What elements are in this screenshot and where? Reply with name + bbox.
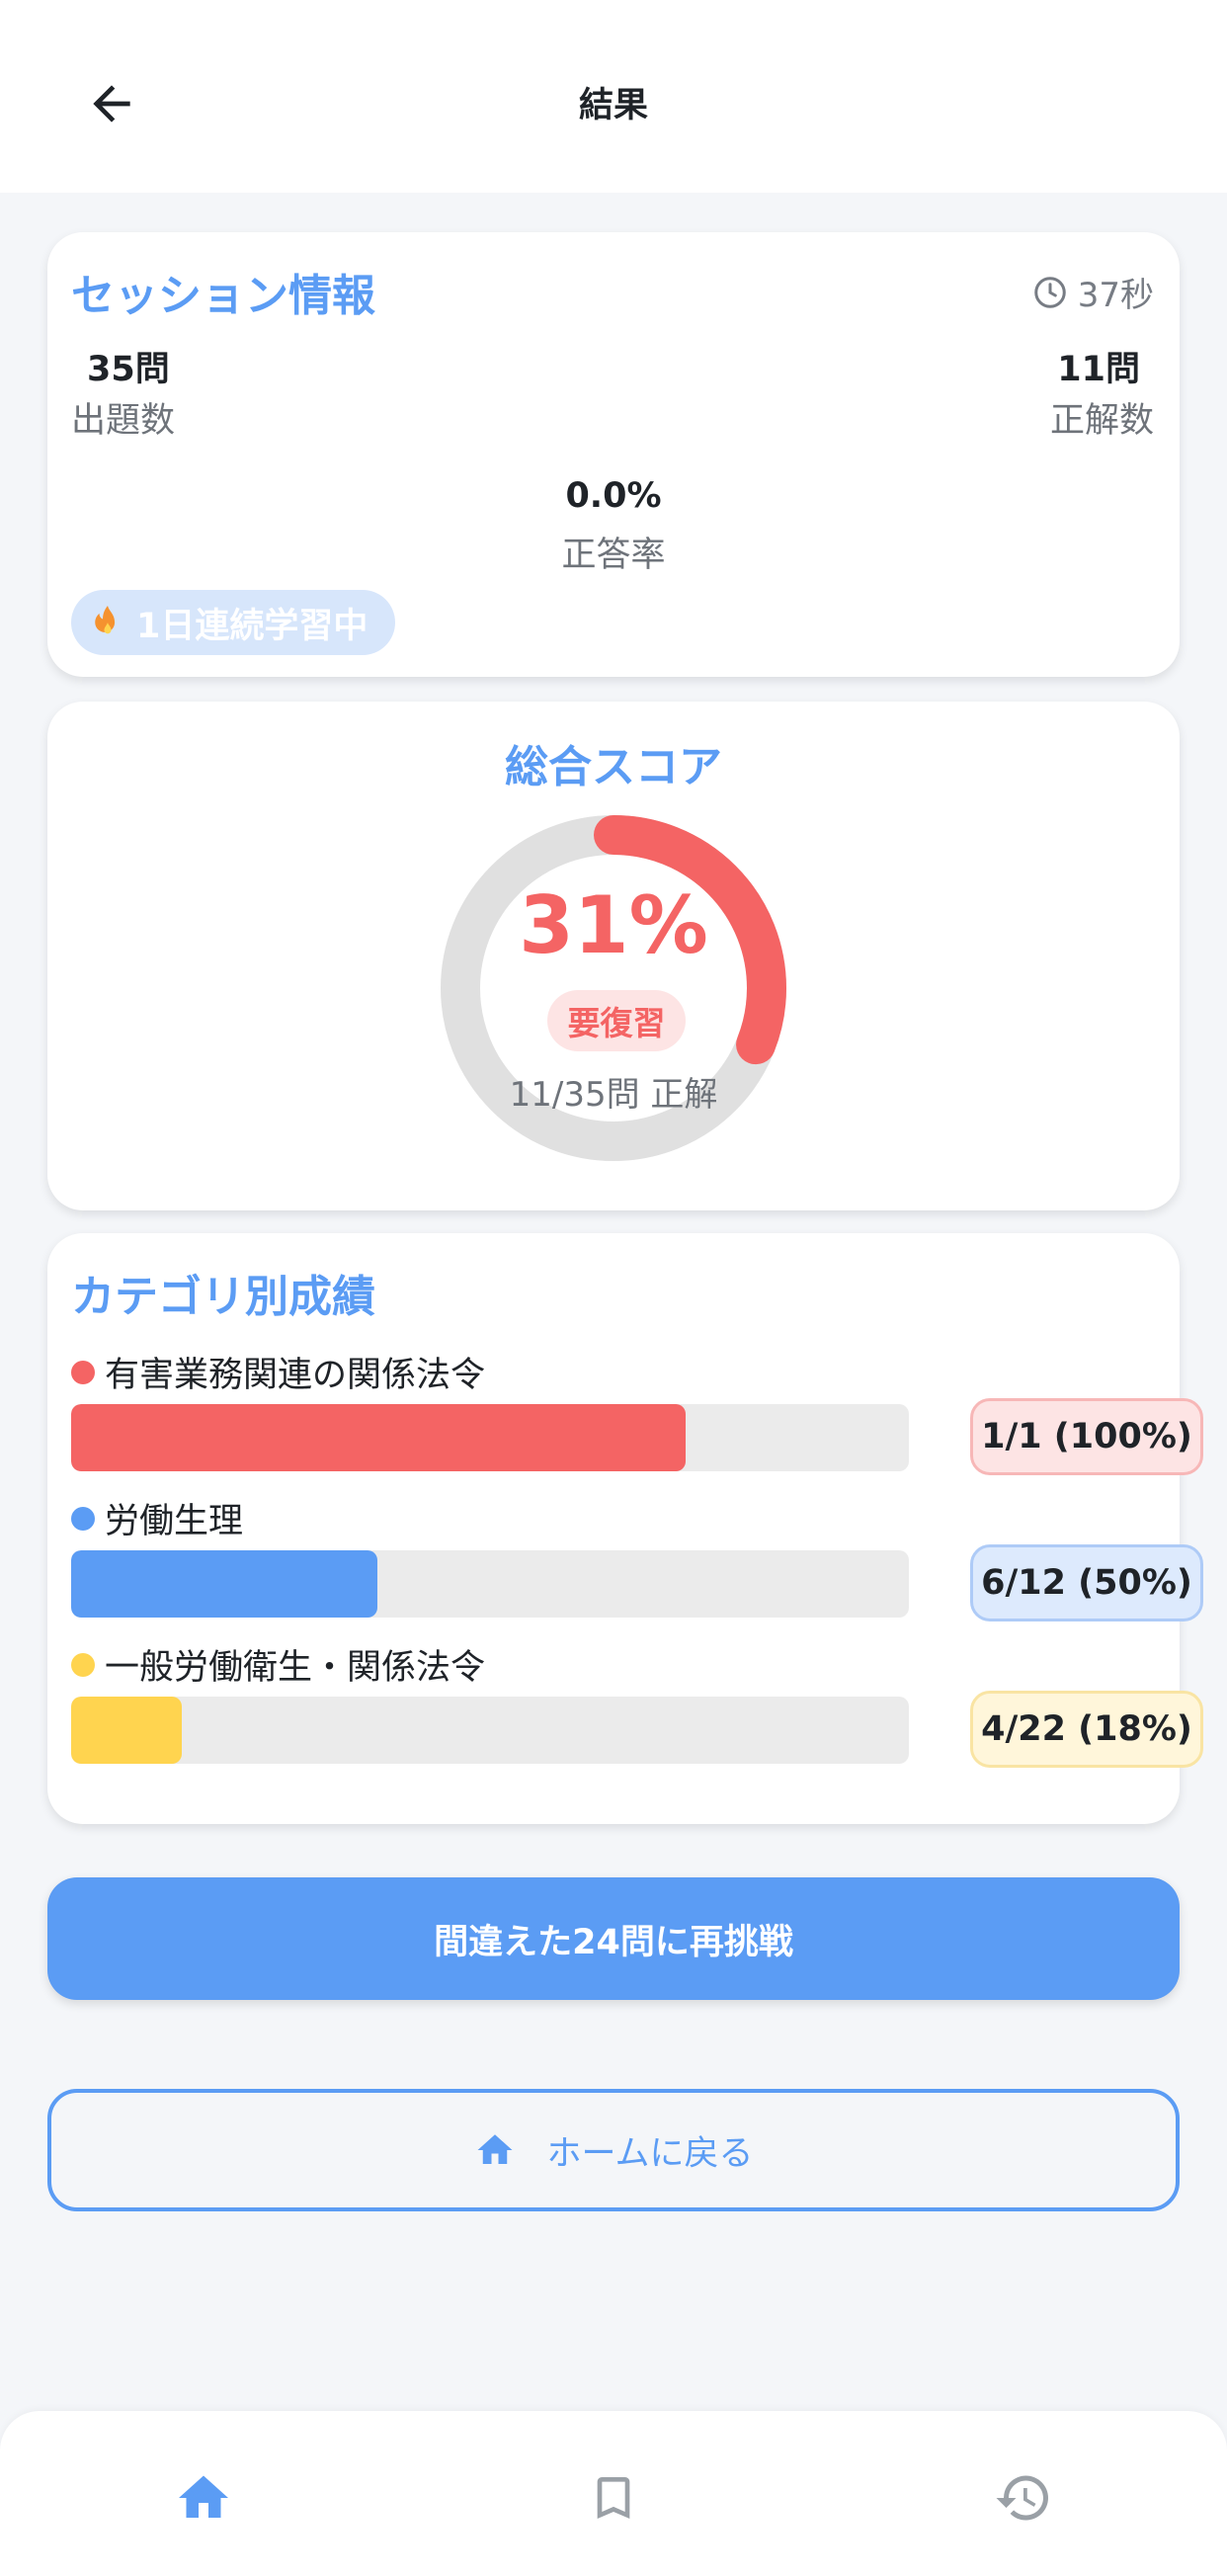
flame-icon [95, 606, 116, 634]
category-progress-fill [71, 1550, 378, 1618]
session-duration: 37秒 [1077, 276, 1154, 315]
home-icon [179, 2475, 228, 2518]
score-ring-progress [441, 815, 786, 1161]
category-result-badge: 1/1 (100%) [970, 1398, 1203, 1475]
category-label: 有害業務関連の関係法令 [105, 1356, 486, 1395]
accuracy-rate: 0.0% [565, 476, 662, 516]
category-card-title: カテゴリ別成績 [71, 1272, 375, 1322]
category-row: 一般労働衛生・関係法令 4/22 (18%) [71, 1639, 1203, 1778]
category-color-dot [71, 1652, 95, 1677]
bookmark-icon [597, 2477, 630, 2519]
correct-count: 11問 [1057, 350, 1140, 389]
category-row: 労働生理 6/12 (50%) [71, 1493, 1203, 1631]
category-result-badge: 4/22 (18%) [970, 1691, 1203, 1768]
score-summary: 11/35問 正解 [509, 1075, 718, 1115]
category-results-card: カテゴリ別成績 有害業務関連の関係法令 1/1 (100%) 労働生理 6/12… [47, 1233, 1203, 1824]
category-result-badge: 6/12 (50%) [970, 1544, 1203, 1621]
questions-label: 出題数 [71, 401, 176, 441]
category-progress-track [71, 1404, 909, 1471]
session-info-card: セッション情報 37秒 35問 出題数 11問 正解数 0.0% 正答率 1日連… [47, 232, 1180, 677]
page-title: 結果 [578, 86, 648, 125]
category-color-dot [71, 1360, 95, 1384]
retry-wrong-button[interactable]: 間違えた24問に再挑戦 [47, 1877, 1180, 2000]
category-progress-track [71, 1550, 909, 1618]
return-home-label: ホームに戻る [546, 2133, 754, 2174]
score-card-title: 総合スコア [505, 742, 722, 792]
nav-home[interactable] [164, 2458, 243, 2537]
score-ring: 31% 要復習 11/35問 正解 [441, 815, 786, 1161]
back-button[interactable] [69, 64, 154, 143]
return-home-button[interactable]: ホームに戻る [47, 2089, 1180, 2211]
score-percent: 31% [519, 879, 708, 971]
clock-icon [1033, 276, 1066, 308]
category-color-dot [71, 1506, 95, 1531]
session-card-title: セッション情報 [71, 271, 375, 321]
category-progress-fill [71, 1697, 182, 1764]
category-label: 一般労働衛生・関係法令 [105, 1648, 486, 1688]
questions-count: 35問 [87, 350, 170, 389]
category-progress-fill [71, 1404, 686, 1471]
app-bar: 結果 [0, 0, 1227, 193]
nav-history[interactable] [984, 2458, 1063, 2537]
category-label: 労働生理 [105, 1502, 244, 1541]
arrow-left-icon [93, 85, 130, 123]
session-timer: 37秒 [1032, 268, 1154, 316]
overall-score-card: 総合スコア 31% 要復習 11/35問 正解 [47, 702, 1180, 1210]
bottom-navigation [0, 2411, 1227, 2576]
history-icon [996, 2475, 1048, 2521]
category-name: 労働生理 [71, 1493, 243, 1543]
home-icon [477, 2134, 513, 2164]
category-row: 有害業務関連の関係法令 1/1 (100%) [71, 1347, 1203, 1485]
correct-label: 正解数 [1049, 401, 1154, 441]
nav-bookmarks[interactable] [574, 2458, 653, 2537]
streak-badge: 1日連続学習中 [71, 590, 395, 655]
accuracy-label: 正答率 [561, 536, 666, 575]
category-name: 有害業務関連の関係法令 [71, 1347, 485, 1397]
category-name: 一般労働衛生・関係法令 [71, 1639, 485, 1690]
streak-text: 1日連続学習中 [136, 606, 368, 646]
score-status-badge: 要復習 [547, 990, 686, 1051]
score-ring-chart [441, 815, 786, 1161]
category-progress-track [71, 1697, 909, 1764]
